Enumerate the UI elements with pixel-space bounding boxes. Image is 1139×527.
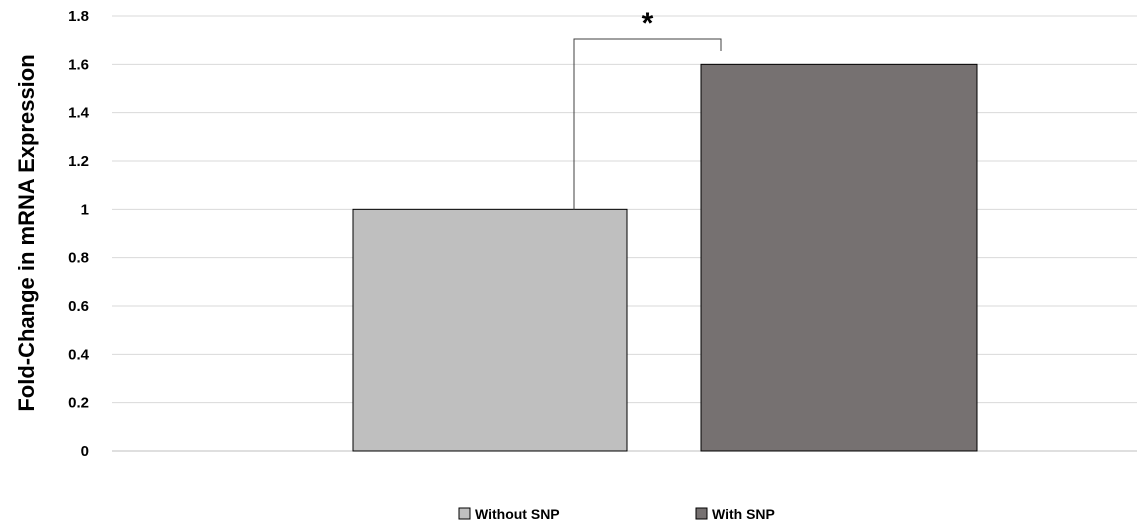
- legend-swatch: [458, 507, 471, 520]
- y-tick-label: 1.6: [68, 56, 89, 73]
- legend-swatch: [695, 507, 708, 520]
- bars: [352, 63, 978, 452]
- legend-label: With SNP: [712, 506, 775, 522]
- y-tick-label: 1.4: [68, 105, 90, 122]
- legend: Without SNP With SNP: [458, 506, 775, 522]
- y-tick-label: 1.8: [68, 8, 89, 25]
- y-tick-label: 0.2: [68, 395, 89, 412]
- y-axis-label: Fold-Change in mRNA Expression: [14, 54, 39, 411]
- y-tick-label: 0: [81, 443, 89, 460]
- y-tick-label: 1.2: [68, 153, 89, 170]
- legend-label: Without SNP: [475, 506, 560, 522]
- bar-without-snp: [352, 208, 628, 452]
- y-tick-label: 0.4: [68, 346, 90, 363]
- significance-star: *: [642, 7, 654, 40]
- y-tick-label: 0.6: [68, 298, 89, 315]
- significance-annotation: *: [573, 7, 722, 210]
- y-tick-label: 1: [81, 201, 89, 218]
- y-tick-label: 0.8: [68, 250, 89, 267]
- significance-bracket: [573, 38, 722, 210]
- bar-with-snp: [700, 63, 978, 452]
- y-axis-ticks: 0 0.2 0.4 0.6 0.8 1 1.2 1.4 1.6 1.8: [68, 8, 90, 460]
